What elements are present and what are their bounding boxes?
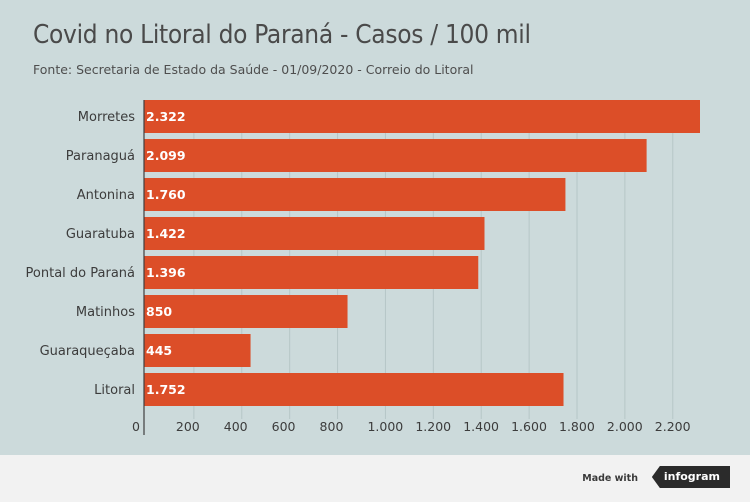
x-tick-label: 1.400	[463, 419, 499, 434]
chart-subtitle: Fonte: Secretaria de Estado da Saúde - 0…	[33, 62, 474, 77]
bar	[144, 256, 479, 289]
x-tick-label: 1.600	[511, 419, 547, 434]
value-label: 445	[146, 343, 172, 358]
chart-title: Covid no Litoral do Paraná - Casos / 100…	[33, 20, 531, 50]
bar	[144, 334, 251, 367]
bar	[144, 178, 566, 211]
x-tick-label: 2.200	[655, 419, 691, 434]
bar	[144, 373, 564, 406]
category-label: Morretes	[78, 110, 135, 125]
bar	[144, 139, 647, 172]
category-label: Litoral	[94, 383, 135, 398]
value-label: 1.752	[146, 382, 186, 397]
infogram-logo[interactable]: infogram	[651, 466, 730, 488]
x-tick-label: 1.000	[367, 419, 403, 434]
x-tick-label: 400	[224, 419, 248, 434]
x-tick-label: 1.800	[559, 419, 595, 434]
category-label: Matinhos	[76, 305, 135, 320]
bar	[144, 100, 700, 133]
x-tick-label: 1.200	[415, 419, 451, 434]
x-tick-label: 600	[272, 419, 296, 434]
value-label: 2.322	[146, 109, 186, 124]
category-label: Paranaguá	[66, 149, 135, 164]
value-label: 2.099	[146, 148, 186, 163]
bar	[144, 295, 348, 328]
category-label: Pontal do Paraná	[26, 266, 135, 281]
value-label: 1.396	[146, 265, 186, 280]
footer: Made with infogram	[0, 455, 750, 502]
category-label: Guaraqueçaba	[40, 344, 135, 359]
x-tick-label: 800	[320, 419, 344, 434]
category-label: Guaratuba	[66, 227, 135, 242]
value-label: 1.422	[146, 226, 186, 241]
category-label: Antonina	[77, 188, 135, 203]
bar-chart: Morretes 2.322 Paranaguá 2.099 Antonina 1.760…	[26, 100, 700, 435]
x-tick-label: 0	[132, 419, 140, 434]
x-tick-label: 200	[176, 419, 200, 434]
x-tick-label: 2.000	[607, 419, 643, 434]
bar	[144, 217, 485, 250]
made-with-label: Made with	[582, 473, 638, 484]
value-label: 850	[146, 304, 172, 319]
value-label: 1.760	[146, 187, 186, 202]
